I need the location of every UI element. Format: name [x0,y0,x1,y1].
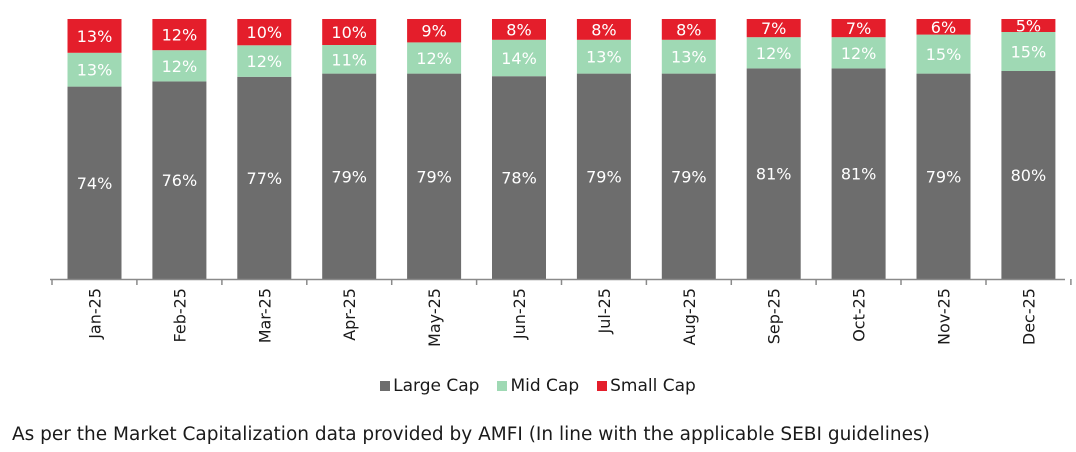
bar-segment-large-cap-jan-25 [67,86,122,279]
data-label-small-cap-feb-25: 12% [162,26,198,45]
data-label-large-cap-oct-25: 81% [841,165,877,184]
data-label-large-cap-dec-25: 80% [1011,166,1047,185]
bar-segment-small-cap-oct-25 [831,19,886,38]
bar-segment-large-cap-apr-25 [322,73,377,279]
stacked-bar-chart: 74% 13% 13% 76% 12% 12% 77% 12% 10% 79% 11% 10% 79% 1… [50,17,1072,347]
data-label-mid-cap-sep-25: 12% [756,44,792,63]
data-label-mid-cap-mar-25: 12% [247,52,283,71]
bar-segment-mid-cap-sep-25 [746,37,801,69]
data-label-large-cap-mar-25: 77% [247,169,283,188]
chart-legend: Large Cap Mid Cap Small Cap [0,376,1076,396]
bar-segment-large-cap-dec-25 [1001,71,1056,279]
legend-swatch [497,381,508,391]
bar-segment-large-cap-mar-25 [237,76,292,279]
bar-segment-large-cap-may-25 [407,73,462,279]
data-label-large-cap-apr-25: 79% [331,167,367,186]
bar-segment-large-cap-jun-25 [492,76,546,279]
data-label-small-cap-mar-25: 10% [247,23,283,42]
data-label-small-cap-oct-25: 7% [846,19,871,38]
bar-segment-small-cap-feb-25 [152,19,207,51]
data-label-small-cap-jun-25: 8% [506,20,531,39]
bar-segment-mid-cap-jun-25 [492,39,546,77]
data-label-large-cap-jul-25: 79% [586,167,622,186]
data-label-mid-cap-jul-25: 13% [586,48,622,67]
data-label-mid-cap-aug-25: 13% [671,48,707,67]
bar-segment-small-cap-apr-25 [322,19,377,45]
bar-segment-small-cap-jun-25 [492,19,546,40]
bar-segment-small-cap-may-25 [407,19,462,43]
data-label-mid-cap-oct-25: 12% [841,44,877,63]
data-label-large-cap-may-25: 79% [416,167,452,186]
bar-segment-small-cap-sep-25 [746,19,801,38]
x-tick-label-may-25: May-25 [425,288,444,347]
x-tick-label-dec-25: Dec-25 [1019,288,1038,345]
data-label-small-cap-aug-25: 8% [676,20,701,39]
data-label-large-cap-jun-25: 78% [501,169,537,188]
data-label-small-cap-apr-25: 10% [331,23,367,42]
x-tick-label-nov-25: Nov-25 [935,288,954,345]
data-label-small-cap-dec-25: 5% [1016,17,1041,36]
bar-segment-large-cap-oct-25 [831,68,886,280]
bar-segment-mid-cap-jan-25 [67,52,122,87]
legend-swatch [597,381,608,391]
data-label-mid-cap-apr-25: 11% [331,50,367,69]
source-footnote: As per the Market Capitalization data pr… [12,424,930,445]
data-label-mid-cap-nov-25: 15% [926,45,962,64]
data-label-large-cap-sep-25: 81% [756,165,792,184]
bar-segment-mid-cap-dec-25 [1001,32,1056,71]
bar-segment-small-cap-nov-25 [916,19,971,35]
x-tick-label-mar-25: Mar-25 [255,288,274,343]
bar-segment-small-cap-jan-25 [67,19,122,53]
data-label-small-cap-nov-25: 6% [931,18,956,37]
legend-label: Mid Cap [510,376,580,396]
legend-item-large-cap: Large Cap [380,376,479,396]
data-label-mid-cap-dec-25: 15% [1011,43,1047,62]
data-label-large-cap-jan-25: 74% [77,174,113,193]
bar-segment-large-cap-aug-25 [661,73,716,279]
data-label-large-cap-aug-25: 79% [671,167,707,186]
x-tick-label-sep-25: Sep-25 [765,288,784,344]
data-label-small-cap-jul-25: 8% [591,20,616,39]
data-label-mid-cap-may-25: 12% [416,49,452,68]
legend-item-mid-cap: Mid Cap [497,376,579,396]
bar-segment-large-cap-jul-25 [576,73,631,279]
bar-segment-mid-cap-mar-25 [237,45,292,77]
data-label-small-cap-sep-25: 7% [761,19,786,38]
bar-segment-large-cap-nov-25 [916,73,971,279]
bar-segment-small-cap-mar-25 [237,19,292,46]
bar-segment-mid-cap-apr-25 [322,45,377,74]
legend-label: Small Cap [610,376,696,396]
bar-segment-mid-cap-jul-25 [576,39,631,74]
bar-segment-mid-cap-may-25 [407,42,462,74]
x-tick-label-aug-25: Aug-25 [680,288,699,345]
data-label-large-cap-nov-25: 79% [926,167,962,186]
legend-item-small-cap: Small Cap [597,376,696,396]
bar-segment-large-cap-feb-25 [152,81,207,280]
x-tick-label-jan-25: Jan-25 [86,288,105,340]
x-tick-label-oct-25: Oct-25 [850,288,869,342]
legend-label: Large Cap [393,376,480,396]
bar-segment-small-cap-jul-25 [576,19,631,40]
data-label-mid-cap-jan-25: 13% [77,61,113,80]
chart-plot: 74% 13% 13% 76% 12% 12% 77% 12% 10% 79% 11% 10% 79% 1… [50,17,1072,347]
data-label-mid-cap-jun-25: 14% [501,49,537,68]
x-tick-label-jul-25: Jul-25 [595,288,614,334]
bar-segment-mid-cap-nov-25 [916,34,971,74]
legend-swatch [380,381,391,391]
bar-segment-small-cap-dec-25 [1001,19,1056,32]
bar-segment-small-cap-aug-25 [661,19,716,40]
data-label-large-cap-feb-25: 76% [162,171,198,190]
bar-segment-mid-cap-oct-25 [831,37,886,69]
x-tick-label-apr-25: Apr-25 [340,288,359,341]
bar-segment-large-cap-sep-25 [746,68,801,280]
data-label-mid-cap-feb-25: 12% [162,57,198,76]
data-label-small-cap-jan-25: 13% [77,27,113,46]
x-tick-label-feb-25: Feb-25 [170,288,189,342]
data-label-small-cap-may-25: 9% [421,22,446,41]
bar-segment-mid-cap-aug-25 [661,39,716,74]
x-tick-label-jun-25: Jun-25 [510,288,529,340]
bar-segment-mid-cap-feb-25 [152,50,207,82]
